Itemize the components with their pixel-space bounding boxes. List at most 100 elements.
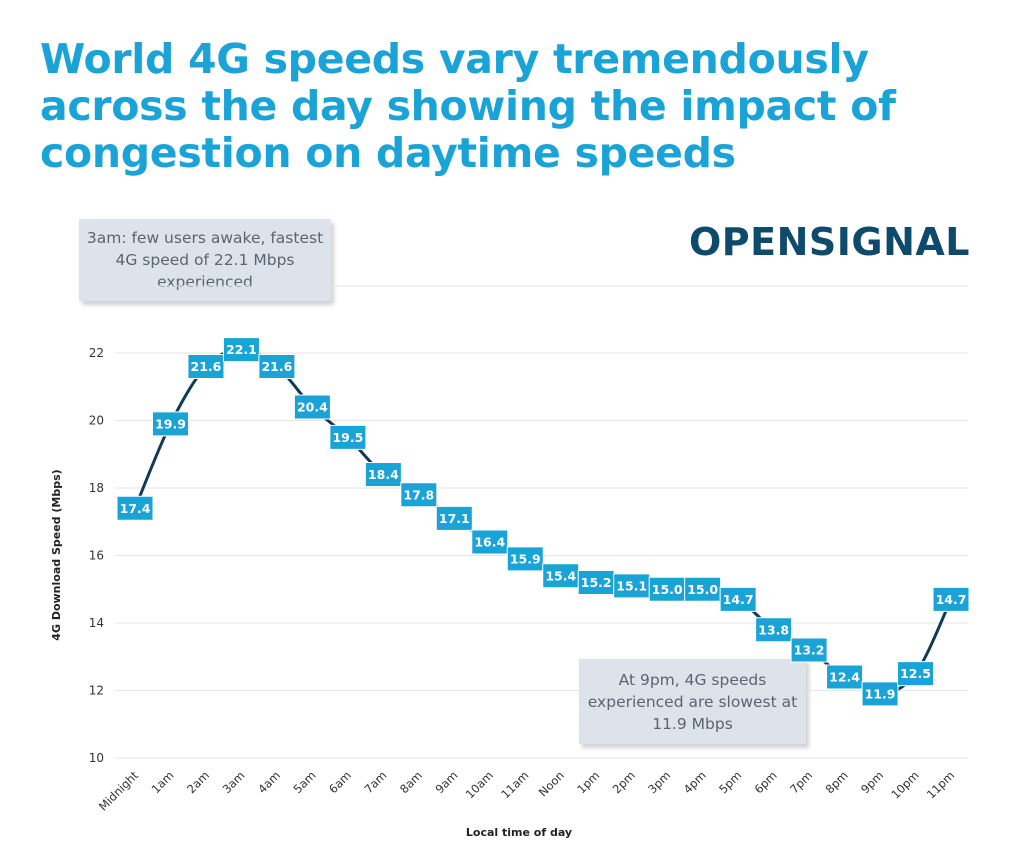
data-label-box — [222, 337, 260, 363]
data-label-text: 16.4 — [474, 535, 505, 550]
data-label: 15.1 — [613, 573, 651, 599]
data-label: 16.4 — [471, 529, 509, 555]
x-tick-label: Noon — [536, 768, 567, 799]
data-label: 15.4 — [542, 563, 580, 589]
data-label-text: 14.7 — [723, 592, 754, 607]
data-label: 19.5 — [329, 424, 367, 450]
data-label-text: 14.7 — [936, 592, 967, 607]
data-label-text: 13.8 — [758, 622, 789, 637]
data-label-text: 17.4 — [120, 501, 151, 516]
x-tick-label: 9pm — [858, 768, 886, 796]
x-tick-label: 2am — [184, 768, 212, 796]
data-label-text: 18.4 — [368, 467, 399, 482]
x-tick-label: 2pm — [610, 768, 638, 796]
y-axis: 10 12 14 16 18 20 22 — [89, 346, 104, 765]
data-label-text: 15.9 — [510, 551, 541, 566]
data-label-box — [719, 586, 757, 612]
data-label-box — [116, 495, 154, 521]
series-line — [133, 348, 953, 696]
data-label-box — [258, 354, 296, 379]
data-label: 18.4 — [364, 462, 402, 487]
data-label-box — [861, 681, 899, 707]
data-label-text: 12.4 — [829, 670, 860, 685]
x-tick-label: 5pm — [716, 768, 744, 796]
callout-peak: 3am: few users awake, fastest 4G speed o… — [79, 219, 331, 301]
data-label-box — [897, 661, 935, 687]
data-label: 21.6 — [258, 354, 296, 379]
data-label-box — [932, 586, 970, 612]
data-label: 19.9 — [151, 411, 189, 437]
data-label-box — [293, 394, 331, 420]
y-tick-label: 22 — [89, 346, 104, 360]
data-label: 14.7 — [719, 586, 757, 612]
x-tick-label: 5am — [291, 768, 319, 796]
data-label-text: 21.6 — [191, 359, 222, 374]
x-tick-label: 7pm — [787, 768, 815, 796]
x-axis: Midnight 1am 2am 3am 4am 5am 6am 7am 8am 9am 10am 1… — [96, 768, 957, 814]
data-label-box — [613, 573, 651, 599]
y-tick-label: 16 — [89, 549, 104, 563]
data-label: 12.4 — [826, 664, 864, 690]
y-tick-label: 10 — [89, 751, 104, 765]
data-label-text: 17.8 — [403, 487, 434, 502]
data-label-box — [790, 637, 828, 663]
x-tick-label: 11pm — [924, 768, 957, 801]
data-label-box — [151, 411, 189, 437]
data-label-box — [755, 617, 793, 643]
data-label: 15.2 — [577, 570, 615, 595]
x-tick-label: 6pm — [752, 768, 780, 796]
y-tick-label: 20 — [89, 414, 104, 428]
data-label-text: 12.5 — [900, 666, 931, 681]
x-axis-title: Local time of day — [466, 826, 572, 839]
x-tick-label: 4pm — [681, 768, 709, 796]
data-label: 12.5 — [897, 661, 935, 687]
y-tick-label: 14 — [89, 616, 104, 630]
data-label-text: 19.5 — [332, 430, 363, 445]
x-tick-label: 1am — [149, 768, 177, 796]
data-label-box — [187, 354, 225, 379]
data-label-box — [826, 664, 864, 690]
data-label-box — [506, 546, 544, 572]
x-tick-label: 4am — [255, 768, 283, 796]
data-label-text: 21.6 — [261, 359, 292, 374]
data-label-box — [400, 482, 438, 508]
data-label-box — [364, 462, 402, 487]
data-label-text: 17.1 — [439, 511, 470, 526]
data-label-text: 15.0 — [687, 582, 718, 597]
y-tick-label: 12 — [89, 684, 104, 698]
data-label: 15.9 — [506, 546, 544, 572]
data-label: 22.1 — [222, 337, 260, 363]
data-label-box — [577, 570, 615, 595]
x-tick-label: 7am — [361, 768, 389, 796]
page-title: World 4G speeds vary tremendously across… — [40, 35, 896, 177]
data-label-text: 13.2 — [794, 643, 825, 658]
data-label-text: 19.9 — [155, 416, 186, 431]
data-label: 13.2 — [790, 637, 828, 663]
data-label: 15.0 — [648, 576, 686, 602]
data-labels: 17.4 19.9 21.6 22.1 21.6 20.4 19.5 18.4 17.8 17.1… — [116, 337, 970, 707]
data-label-text: 11.9 — [865, 686, 896, 701]
x-tick-label: 8am — [397, 768, 425, 796]
brand-logo: OPENSIGNAL — [689, 220, 970, 264]
data-label: 17.8 — [400, 482, 438, 508]
data-label-box — [542, 563, 580, 589]
x-tick-label: 9am — [432, 768, 460, 796]
y-tick-label: 18 — [89, 481, 104, 495]
y-axis-title: 4G Download Speed (Mbps) — [50, 469, 63, 640]
data-label-text: 20.4 — [297, 400, 328, 415]
x-tick-label: 6am — [326, 768, 354, 796]
data-label: 13.8 — [755, 617, 793, 643]
x-tick-label: 3pm — [645, 768, 673, 796]
data-label-box — [435, 505, 473, 531]
data-label: 21.6 — [187, 354, 225, 379]
data-label: 17.1 — [435, 505, 473, 531]
x-tick-label: 3am — [220, 768, 248, 796]
data-label: 14.7 — [932, 586, 970, 612]
data-label-box — [329, 424, 367, 450]
data-label-text: 15.2 — [581, 575, 612, 590]
x-tick-label: 1pm — [574, 768, 602, 796]
callout-low: At 9pm, 4G speeds experienced are slowes… — [579, 659, 806, 744]
data-label-text: 15.4 — [545, 568, 576, 583]
x-tick-label: 8pm — [823, 768, 851, 796]
data-label: 11.9 — [861, 681, 899, 707]
